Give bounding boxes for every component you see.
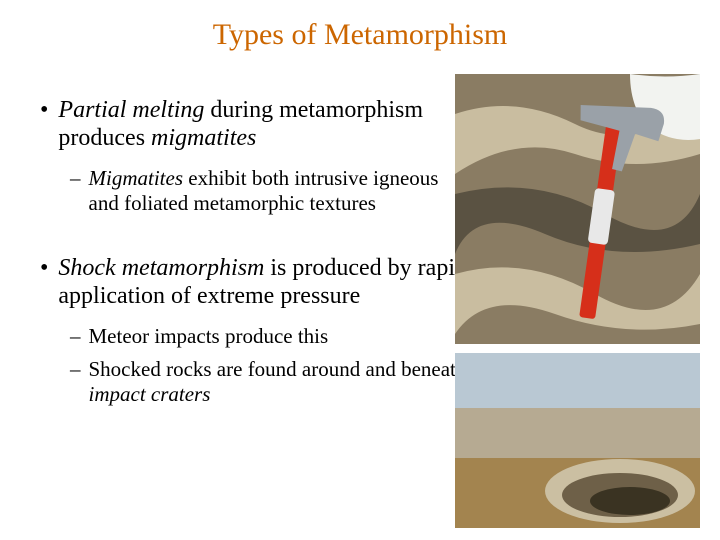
crater-illustration <box>455 353 700 528</box>
bullet-text: Meteor impacts produce this <box>89 324 329 349</box>
bullet-sub: –Shocked rocks are found around and bene… <box>70 357 470 407</box>
bullet-sub: –Meteor impacts produce this <box>70 324 470 349</box>
bullet-dash-icon: – <box>70 166 81 216</box>
bullet-main: •Partial melting during metamorphism pro… <box>40 96 470 152</box>
bullet-text: Shocked rocks are found around and benea… <box>89 357 471 407</box>
slide: Types of Metamorphism •Partial melting d… <box>0 0 720 540</box>
bullet-text: Partial melting during metamorphism prod… <box>58 96 470 152</box>
bullet-dash-icon: – <box>70 357 81 407</box>
bullet-gap <box>40 224 470 254</box>
bullet-content: •Partial melting during metamorphism pro… <box>40 96 470 407</box>
bullet-dot-icon: • <box>40 96 48 152</box>
bullet-dash-icon: – <box>70 324 81 349</box>
migmatite-photo <box>455 74 700 344</box>
slide-title: Types of Metamorphism <box>40 18 680 52</box>
bullet-dot-icon: • <box>40 254 48 310</box>
bullet-text: Migmatites exhibit both intrusive igneou… <box>89 166 471 216</box>
bullet-text: Shock metamorphism is produced by rapid … <box>58 254 470 310</box>
crater-photo <box>455 353 700 528</box>
bullet-main: •Shock metamorphism is produced by rapid… <box>40 254 470 310</box>
bullet-sub: –Migmatites exhibit both intrusive igneo… <box>70 166 470 216</box>
migmatite-illustration <box>455 74 700 344</box>
